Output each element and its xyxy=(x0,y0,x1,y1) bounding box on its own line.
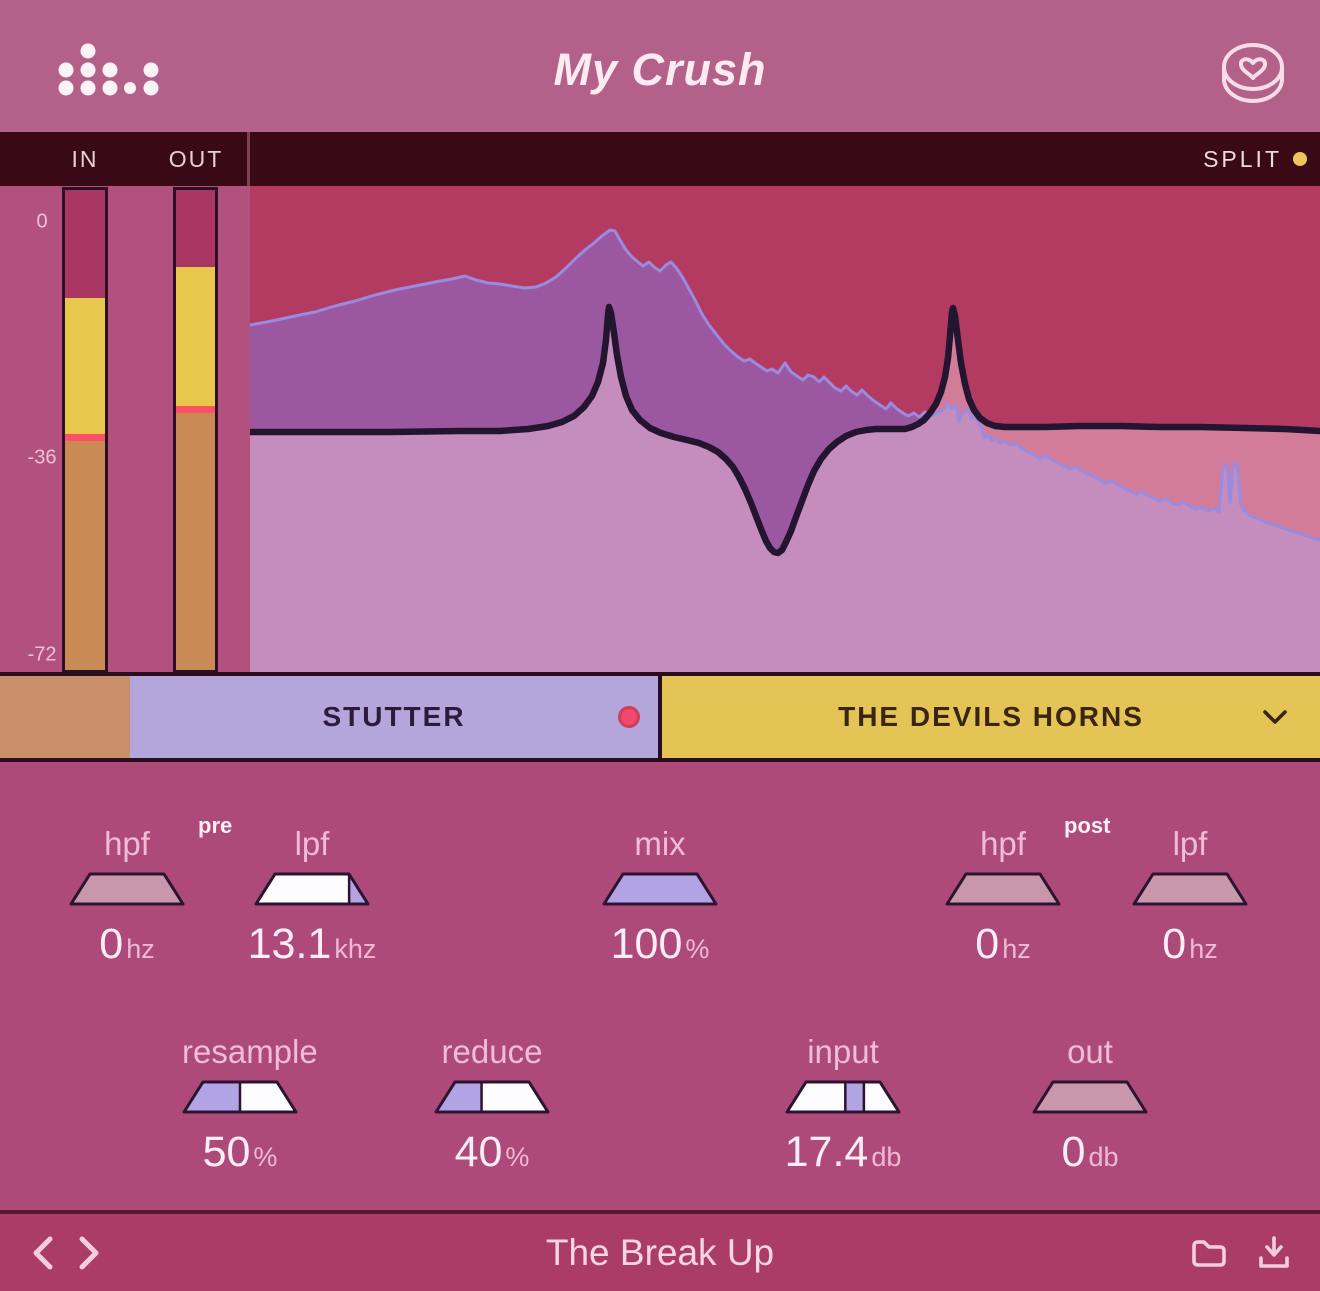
input-gain-slider[interactable] xyxy=(785,1080,901,1114)
download-icon[interactable] xyxy=(1256,1234,1292,1272)
input-gain-label: input xyxy=(807,1033,879,1070)
band-row: STUTTER THE DEVILS HORNS xyxy=(0,672,1320,762)
lpf-post-value: 0 hz xyxy=(1162,920,1218,968)
folder-icon[interactable] xyxy=(1190,1236,1228,1270)
hpf-post-slider[interactable] xyxy=(945,872,1061,906)
denise-logo-icon[interactable] xyxy=(0,0,200,110)
meter-out-label: OUT xyxy=(168,146,224,172)
output-gain-label: out xyxy=(1067,1033,1113,1070)
resample-slider[interactable] xyxy=(182,1080,298,1114)
stutter-band-button[interactable]: STUTTER xyxy=(130,676,658,758)
lpf-post-slider[interactable] xyxy=(1132,872,1248,906)
lpf-pre-slider[interactable] xyxy=(254,872,370,906)
mix-slider[interactable] xyxy=(602,872,718,906)
mix-control: mix 100 % xyxy=(602,822,718,969)
lpf-pre-value: 13.1 khz xyxy=(247,920,377,968)
input-gain-control: input 17.4 db xyxy=(784,1030,902,1177)
spectrum-graph xyxy=(250,186,1320,674)
reduce-control: reduce 40 % xyxy=(434,1030,550,1177)
page-title: My Crush xyxy=(553,44,767,95)
resample-label: resample xyxy=(182,1033,318,1070)
resample-control: resample 50 % xyxy=(182,1030,318,1177)
analyzer-stage: 0 -36 -72 xyxy=(0,186,1320,674)
reduce-label: reduce xyxy=(441,1033,543,1070)
hpf-post-value: 0 hz xyxy=(975,920,1031,968)
io-bar: IN OUT SPLIT xyxy=(0,132,1320,186)
split-label: SPLIT xyxy=(1203,145,1282,172)
chevron-left-icon[interactable] xyxy=(30,1234,56,1272)
chevron-down-icon xyxy=(1263,710,1287,724)
chevron-right-icon[interactable] xyxy=(76,1234,102,1272)
lpf-post-control: lpf 0 hz xyxy=(1132,822,1248,969)
yellow-dot-icon xyxy=(1293,152,1307,166)
preset-band-label: THE DEVILS HORNS xyxy=(838,701,1144,732)
candy-heart-icon[interactable] xyxy=(1210,34,1296,110)
preset-bar: The Break Up xyxy=(0,1210,1320,1291)
red-dot-icon xyxy=(618,706,640,728)
band-block xyxy=(0,676,130,758)
panel-divider xyxy=(247,132,250,186)
hpf-pre-value: 0 hz xyxy=(99,920,155,968)
reduce-slider[interactable] xyxy=(434,1080,550,1114)
hpf-post-label: hpf xyxy=(980,825,1026,862)
output-gain-control: out 0 db xyxy=(1032,1030,1148,1177)
mix-label: mix xyxy=(634,825,686,862)
meter-in-label: IN xyxy=(71,146,99,172)
preset-name[interactable]: The Break Up xyxy=(545,1232,775,1273)
meter-scale-36: -36 xyxy=(27,446,57,469)
output-gain-slider[interactable] xyxy=(1032,1080,1148,1114)
resample-value: 50 % xyxy=(202,1128,278,1176)
lpf-post-label: lpf xyxy=(1172,825,1208,862)
meter-scale-0: 0 xyxy=(36,210,48,233)
hpf-post-control: hpf 0 hz xyxy=(945,822,1061,969)
post-group-tag: post xyxy=(1064,813,1111,838)
input-gain-value: 17.4 db xyxy=(784,1128,902,1176)
split-toggle[interactable]: SPLIT xyxy=(1203,132,1307,186)
hpf-pre-slider[interactable] xyxy=(69,872,185,906)
mix-value: 100 % xyxy=(610,920,710,968)
stutter-band-label: STUTTER xyxy=(322,701,466,732)
output-gain-value: 0 db xyxy=(1061,1128,1119,1176)
pre-group-tag: pre xyxy=(198,813,233,838)
header: My Crush xyxy=(0,0,1320,132)
meter-out xyxy=(173,187,218,673)
meter-scale-72: -72 xyxy=(27,643,57,666)
lpf-pre-label: lpf xyxy=(294,825,330,862)
hpf-pre-label: hpf xyxy=(104,825,150,862)
hpf-pre-control: hpf 0 hz xyxy=(69,822,185,969)
meter-in xyxy=(62,187,108,673)
reduce-value: 40 % xyxy=(454,1128,530,1176)
preset-band-button[interactable]: THE DEVILS HORNS xyxy=(662,676,1320,758)
lpf-pre-control: lpf 13.1 khz xyxy=(247,822,377,969)
